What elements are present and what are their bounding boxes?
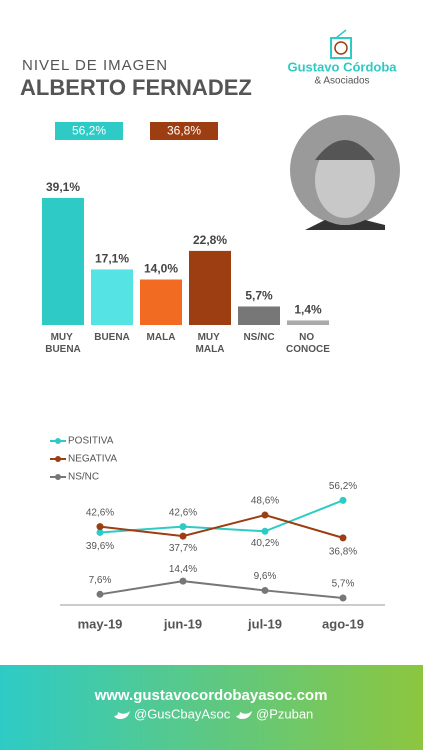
point bbox=[339, 496, 347, 504]
value-label: 48,6% bbox=[251, 496, 279, 507]
legend-marker bbox=[55, 438, 61, 444]
x-tick-label: BUENA bbox=[94, 332, 130, 343]
value-label: 5,7% bbox=[332, 579, 355, 590]
point bbox=[339, 534, 347, 542]
value-label: 7,6% bbox=[89, 575, 112, 586]
x-tick-label: may-19 bbox=[78, 616, 123, 631]
value-label: 56,2% bbox=[329, 481, 357, 492]
x-tick-label: NS/NC bbox=[243, 332, 274, 343]
bar bbox=[42, 197, 84, 325]
point bbox=[96, 528, 104, 536]
bar bbox=[238, 306, 280, 325]
value-label: 37,7% bbox=[169, 543, 197, 554]
value-label: 22,8% bbox=[193, 233, 227, 247]
point bbox=[96, 590, 104, 598]
twitter-icon bbox=[236, 711, 252, 719]
footer-twitter: @GusCbayAsoc bbox=[134, 706, 231, 721]
value-label: 1,4% bbox=[294, 303, 322, 317]
total-label: 36,8% bbox=[167, 124, 201, 138]
value-label: 42,6% bbox=[86, 507, 114, 518]
logo-sub: & Asociados bbox=[314, 76, 369, 87]
footer-twitter: @Pzuban bbox=[256, 706, 313, 721]
value-label: 39,1% bbox=[46, 180, 80, 194]
footer-url: www.gustavocordobayasoc.com bbox=[94, 687, 328, 704]
point bbox=[339, 594, 347, 602]
value-label: 40,2% bbox=[251, 538, 279, 549]
value-label: 36,8% bbox=[329, 546, 357, 557]
total-label: 56,2% bbox=[72, 124, 106, 138]
bar bbox=[91, 269, 133, 325]
footer-band bbox=[0, 665, 423, 750]
x-tick-label: jul-19 bbox=[247, 616, 282, 631]
point bbox=[179, 523, 187, 531]
twitter-icon bbox=[114, 711, 130, 719]
subtitle: ALBERTO FERNADEZ bbox=[20, 75, 252, 100]
logo-icon bbox=[330, 29, 352, 59]
x-tick-label: MALA bbox=[147, 332, 176, 343]
total-box bbox=[150, 122, 218, 140]
logo-name: Gustavo Córdoba bbox=[287, 59, 397, 74]
total-box bbox=[55, 122, 123, 140]
x-tick-label: MUY MALA bbox=[196, 332, 225, 355]
value-label: 17,1% bbox=[95, 252, 129, 266]
x-tick-label: NO CONOCE bbox=[286, 332, 330, 355]
portrait bbox=[290, 115, 400, 230]
legend-label: NS/NC bbox=[68, 472, 99, 483]
series-line bbox=[99, 499, 344, 534]
x-tick-label: ago-19 bbox=[322, 616, 364, 631]
bar bbox=[189, 250, 231, 325]
x-tick-label: MUY BUENA bbox=[45, 332, 81, 355]
legend-marker bbox=[55, 474, 61, 480]
point bbox=[261, 511, 269, 519]
point bbox=[261, 527, 269, 535]
legend-label: POSITIVA bbox=[68, 436, 114, 447]
point bbox=[96, 523, 104, 531]
value-label: 9,6% bbox=[254, 571, 277, 582]
value-label: 39,6% bbox=[86, 541, 114, 552]
series-line bbox=[99, 514, 344, 539]
value-label: 14,0% bbox=[144, 262, 178, 276]
value-label: 42,6% bbox=[169, 507, 197, 518]
value-label: 5,7% bbox=[245, 289, 273, 303]
series-line bbox=[99, 580, 344, 599]
title: NIVEL DE IMAGEN bbox=[22, 57, 168, 74]
legend-label: NEGATIVA bbox=[68, 454, 117, 465]
point bbox=[179, 532, 187, 540]
legend-marker bbox=[55, 456, 61, 462]
x-tick-label: jun-19 bbox=[163, 616, 202, 631]
point bbox=[261, 586, 269, 594]
point bbox=[179, 577, 187, 585]
value-label: 14,4% bbox=[169, 564, 197, 575]
bar bbox=[140, 279, 182, 325]
bar bbox=[287, 320, 329, 325]
